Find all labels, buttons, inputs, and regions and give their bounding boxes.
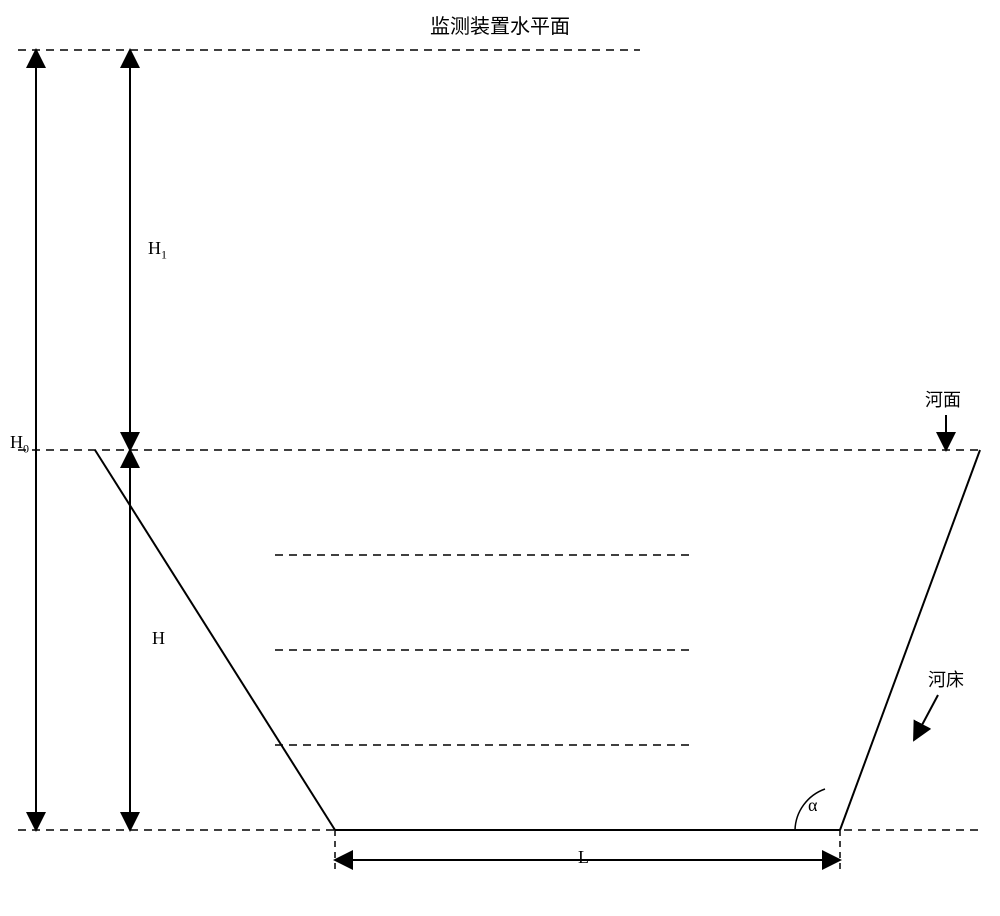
H-label: H bbox=[152, 628, 165, 649]
H0-label: H0 bbox=[10, 432, 29, 457]
river-bed-callout bbox=[914, 695, 938, 740]
alpha-label: α bbox=[808, 795, 817, 816]
L-label: L bbox=[578, 847, 589, 868]
diagram-canvas bbox=[0, 0, 1000, 916]
right-bank bbox=[840, 450, 980, 830]
H1-label: H1 bbox=[148, 238, 167, 263]
river-surface-label: 河面 bbox=[925, 386, 961, 412]
river-bed-label: 河床 bbox=[928, 666, 964, 692]
